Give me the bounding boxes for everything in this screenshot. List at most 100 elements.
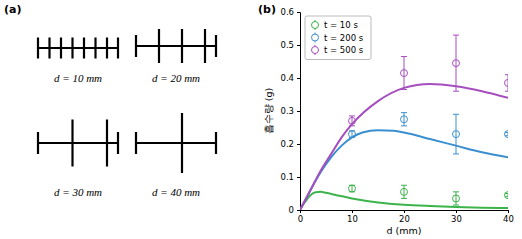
tick-mark xyxy=(508,210,509,213)
data-point xyxy=(453,195,460,202)
error-bar xyxy=(505,132,508,135)
data-point xyxy=(453,60,460,67)
figure: (a)(b)d = 10 mmd = 20 mmd = 30 mmd = 40 … xyxy=(0,0,522,239)
tick: 20 xyxy=(399,210,410,224)
comb-label: d = 10 mm xyxy=(54,72,102,84)
error-bar-cap xyxy=(453,205,459,206)
data-point xyxy=(453,131,460,138)
error-bar xyxy=(453,35,459,91)
y-axis: 00.10.20.30.40.50.6 xyxy=(280,7,300,215)
comb-tooth xyxy=(94,38,96,59)
error-bar-cap xyxy=(401,125,407,126)
comb-label: d = 40 mm xyxy=(152,186,200,198)
comb-tooth xyxy=(135,132,137,154)
data-point xyxy=(505,79,509,86)
error-bar-stem xyxy=(456,114,457,154)
error-bar-cap xyxy=(401,112,407,113)
comb-tooth xyxy=(106,38,108,59)
error-bar-cap xyxy=(453,35,459,36)
legend-marker xyxy=(312,22,319,29)
tick-mark xyxy=(297,12,300,13)
tick-label: 30 xyxy=(451,214,462,224)
error-bar-stem xyxy=(404,57,405,90)
fit-line xyxy=(300,84,508,210)
y-axis-title: 흡수량 (g) xyxy=(263,88,274,134)
axis-line xyxy=(297,13,301,211)
comb-tooth xyxy=(117,38,119,59)
comb-tooth xyxy=(117,132,119,154)
error-bar-cap xyxy=(505,91,508,92)
comb-tooth xyxy=(158,29,160,63)
legend-marker xyxy=(312,47,319,54)
error-bar-cap xyxy=(453,114,459,115)
comb-spine xyxy=(136,142,216,144)
tick: 0 xyxy=(289,205,300,215)
tick-mark xyxy=(404,210,405,213)
tick-mark xyxy=(352,210,353,213)
comb-tooth xyxy=(60,38,62,59)
comb-label: d = 30 mm xyxy=(54,186,102,198)
tick: 10 xyxy=(347,210,358,224)
plot-marks xyxy=(300,35,508,210)
tick: 0.2 xyxy=(280,139,300,149)
fit-line xyxy=(300,192,508,210)
comb-tooth xyxy=(215,35,217,57)
comb-tooth xyxy=(204,29,206,63)
legend-box xyxy=(305,16,371,60)
comb xyxy=(38,120,118,167)
data-point xyxy=(401,70,408,77)
axis-line xyxy=(301,211,509,214)
tick-mark xyxy=(297,111,300,112)
tick: 0 xyxy=(298,210,303,224)
tick: 0.6 xyxy=(280,7,300,17)
tick-mark xyxy=(297,144,300,145)
error-bar-cap xyxy=(453,153,459,154)
error-bar xyxy=(401,185,407,198)
comb xyxy=(136,29,216,63)
comb xyxy=(136,113,216,173)
error-bar-cap xyxy=(401,56,407,57)
comb xyxy=(38,38,118,59)
legend-marker xyxy=(312,34,319,41)
data-point xyxy=(401,188,408,195)
data-point xyxy=(349,185,356,192)
tick: 40 xyxy=(503,210,514,224)
error-bar-stem xyxy=(404,185,405,198)
error-bar-stem xyxy=(456,35,457,91)
error-bar-cap xyxy=(453,191,459,192)
error-bar xyxy=(505,75,508,92)
comb-tooth xyxy=(71,120,73,167)
error-bar-stem xyxy=(352,185,353,192)
data-point xyxy=(401,116,408,123)
tick-mark xyxy=(297,78,300,79)
panel-label: (a) xyxy=(4,3,21,16)
tick-mark xyxy=(297,210,300,211)
error-bar xyxy=(401,113,407,126)
comb-tooth xyxy=(106,120,108,167)
comb-tooth xyxy=(37,132,39,154)
tick-label: 20 xyxy=(399,214,410,224)
legend-label: t = 500 s xyxy=(324,45,364,55)
error-bar xyxy=(453,114,459,154)
comb-tooth xyxy=(135,35,137,57)
tick-mark xyxy=(297,45,300,46)
x-axis-title: d (mm) xyxy=(387,225,422,236)
tick-label: 0.6 xyxy=(280,7,294,17)
error-bar-cap xyxy=(453,91,459,92)
tick-label: 10 xyxy=(347,214,358,224)
comb-tooth xyxy=(71,38,73,59)
error-bar-cap xyxy=(401,198,407,199)
tick-label: 0 xyxy=(289,205,294,215)
tick-mark xyxy=(297,177,300,178)
error-bar-cap xyxy=(401,185,407,186)
legend: t = 10 st = 200 st = 500 s xyxy=(305,16,371,60)
tick: 0.5 xyxy=(280,40,300,50)
panel-label: (b) xyxy=(258,3,276,16)
tick-label: 0.4 xyxy=(280,73,294,83)
comb-tooth xyxy=(181,113,183,173)
comb-tooth xyxy=(48,38,50,59)
tick: 0.3 xyxy=(280,106,300,116)
tick-label: 0.2 xyxy=(280,139,294,149)
tick-label: 40 xyxy=(503,214,514,224)
comb-tooth xyxy=(83,38,85,59)
